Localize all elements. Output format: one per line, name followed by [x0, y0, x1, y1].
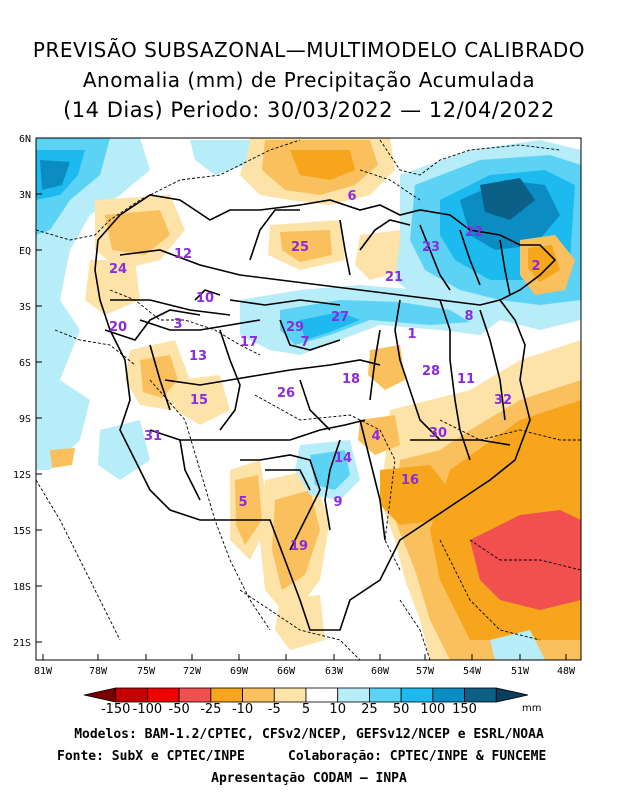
- colorbar-label: -5: [267, 702, 281, 717]
- basin-number-11: 11: [457, 372, 475, 387]
- basin-number-18: 18: [342, 372, 360, 387]
- colorbar-label: -25: [200, 702, 222, 717]
- colorbar-box: [464, 687, 497, 703]
- basin-number-1: 1: [407, 327, 416, 342]
- basin-number-16: 16: [401, 473, 419, 488]
- colorbar-box: [273, 687, 307, 703]
- lon-label: 60W: [371, 666, 390, 677]
- lat-label: 18S: [13, 582, 31, 593]
- basin-number-10: 10: [196, 291, 214, 306]
- latitude-axis: 6N 3N EQ 3S 6S 9S 12S 15S 18S 21S: [13, 134, 42, 649]
- lon-label: 57W: [416, 666, 435, 677]
- colorbar-label: -100: [132, 702, 163, 717]
- basin-number-12: 12: [174, 247, 192, 262]
- colorbar-label: -10: [231, 702, 254, 717]
- colorbar-label: 50: [392, 702, 410, 717]
- basin-number-29: 29: [286, 320, 304, 335]
- colorbar-box: [305, 687, 339, 703]
- lat-label: 3S: [19, 302, 31, 313]
- basin-number-6: 6: [347, 189, 356, 204]
- basin-number-27: 27: [331, 310, 349, 325]
- colorbar-box: [115, 687, 148, 703]
- basin-number-labels: 1234567891011121314151617181920212223242…: [109, 189, 541, 554]
- longitude-axis: 81W 78W 75W 72W 69W 66W 63W 60W 57W 54W 51W 48W: [34, 654, 576, 677]
- colorbar-box: [337, 687, 370, 703]
- title-line-1: PREVISÃO SUBSAZONAL—MULTIMODELO CALIBRAD…: [32, 38, 586, 62]
- basin-number-5: 5: [238, 495, 247, 510]
- lat-label: 9S: [19, 414, 31, 425]
- lon-label: 48W: [557, 666, 576, 677]
- lat-label: 3N: [19, 190, 31, 201]
- lon-label: 72W: [183, 666, 202, 677]
- basin-number-13: 13: [189, 349, 207, 364]
- basin-number-23: 23: [422, 240, 440, 255]
- basin-number-7: 7: [300, 335, 309, 350]
- colorbar-label: 10: [329, 702, 346, 717]
- basin-number-22: 22: [465, 225, 483, 240]
- colorbar-box: [147, 687, 180, 703]
- footer-collaboration: Colaboração: CPTEC/INPE & FUNCEME: [288, 749, 547, 764]
- colorbar-box: [83, 687, 117, 703]
- basin-number-21: 21: [385, 270, 403, 285]
- map-frame: [35, 137, 582, 661]
- basin-number-14: 14: [334, 451, 352, 466]
- lon-label: 69W: [230, 666, 249, 677]
- lon-label: 51W: [511, 666, 530, 677]
- colorbar-label: 150: [452, 702, 477, 717]
- colorbar-box: [369, 687, 402, 703]
- colorbar-box: [432, 687, 465, 703]
- basin-number-30: 30: [429, 426, 447, 441]
- title-line-3: (14 Dias) Periodo: 30/03/2022 — 12/04/20…: [63, 98, 555, 122]
- basin-number-25: 25: [291, 240, 309, 255]
- footer-models: Modelos: BAM-1.2/CPTEC, CFSv2/NCEP, GEFS…: [74, 727, 544, 742]
- basin-number-9: 9: [333, 495, 342, 510]
- colorbar-box: [242, 687, 275, 703]
- lon-label: 75W: [137, 666, 156, 677]
- lat-label: 12S: [13, 470, 31, 481]
- basin-number-32: 32: [494, 393, 512, 408]
- lon-label: 78W: [89, 666, 108, 677]
- lon-label: 81W: [34, 666, 53, 677]
- footer-presentation: Apresentação CODAM — INPA: [211, 771, 407, 786]
- basin-outlines: [94, 194, 557, 631]
- basin-number-20: 20: [109, 320, 127, 335]
- colorbar-label: 25: [361, 702, 378, 717]
- basin-number-28: 28: [422, 364, 440, 379]
- basin-number-26: 26: [277, 386, 295, 401]
- basin-number-4: 4: [371, 429, 380, 444]
- lat-label: 6S: [19, 358, 31, 369]
- basin-number-31: 31: [144, 429, 162, 444]
- lat-label: EQ: [19, 246, 31, 257]
- colorbar-box: [178, 687, 212, 703]
- footer-source: Fonte: SubX e CPTEC/INPE: [57, 749, 245, 764]
- colorbar-label: -50: [168, 702, 190, 717]
- basin-number-15: 15: [190, 393, 208, 408]
- lon-label: 66W: [277, 666, 296, 677]
- lat-label: 15S: [13, 526, 31, 537]
- lat-label: 21S: [13, 638, 31, 649]
- basin-number-17: 17: [240, 335, 258, 350]
- colorbar: [83, 687, 529, 703]
- lon-label: 54W: [463, 666, 482, 677]
- basin-number-3: 3: [173, 317, 182, 332]
- colorbar-label: 5: [301, 702, 311, 717]
- colorbar-unit: mm: [522, 703, 542, 714]
- basin-number-24: 24: [109, 262, 127, 277]
- colorbar-box: [400, 687, 434, 703]
- basin-number-8: 8: [464, 309, 473, 324]
- basin-number-2: 2: [531, 259, 540, 274]
- colorbar-label: 100: [420, 702, 446, 717]
- lon-label: 63W: [325, 666, 344, 677]
- colorbar-label: -150: [100, 702, 131, 717]
- basin-number-19: 19: [290, 539, 308, 554]
- colorbar-box: [210, 687, 243, 703]
- lat-label: 6N: [19, 134, 31, 145]
- title-line-2: Anomalia (mm) de Precipitação Acumulada: [82, 68, 536, 92]
- colorbar-box: [495, 687, 529, 703]
